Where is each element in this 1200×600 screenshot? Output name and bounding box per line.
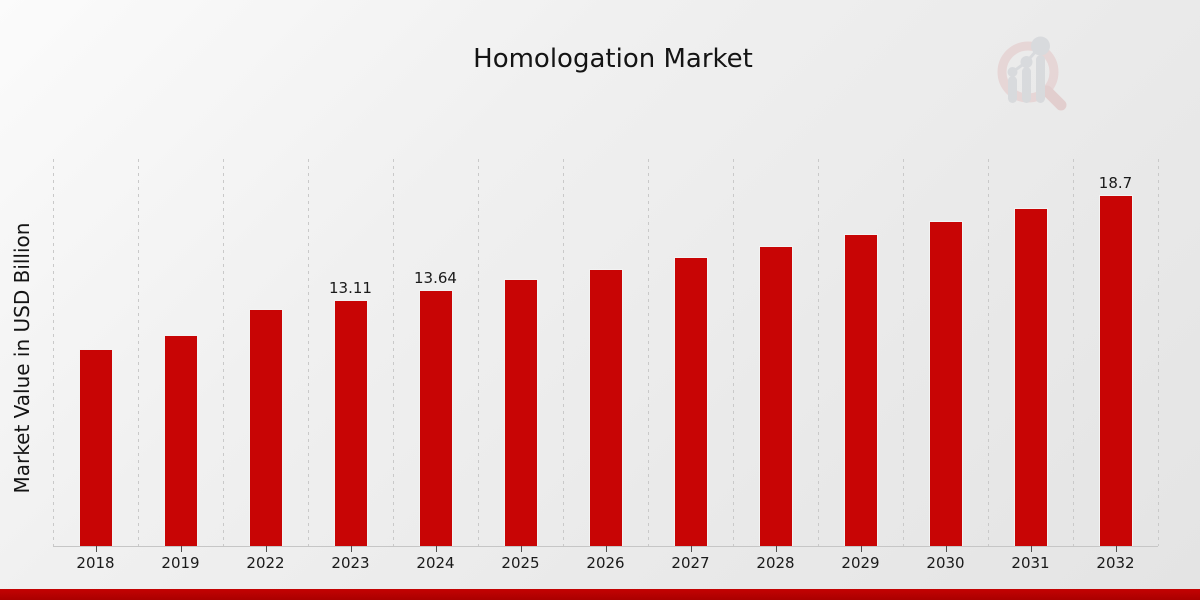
gridline (138, 159, 139, 546)
bar-2028 (758, 246, 793, 546)
x-tick-label-2018: 2018 (76, 554, 115, 572)
gridline (478, 159, 479, 546)
x-axis-tick (265, 546, 267, 552)
gridline (1158, 159, 1159, 546)
x-axis-tick (605, 546, 607, 552)
gridline (223, 159, 224, 546)
gridline (648, 159, 649, 546)
plot-area: 2018 2019 2022 13.11 2023 13.64 2024 2025 2026 20… (53, 159, 1159, 572)
x-axis-tick (520, 546, 522, 552)
x-axis-tick (95, 546, 97, 552)
bar-2019 (163, 335, 198, 546)
chart-title: Homologation Market (473, 44, 753, 74)
gridline (53, 159, 54, 546)
bar-2023 (333, 300, 368, 546)
bar-2024 (418, 290, 453, 546)
x-axis-tick (350, 546, 352, 552)
x-tick-label-2019: 2019 (161, 554, 200, 572)
x-tick-label-2026: 2026 (586, 554, 625, 572)
x-axis-tick (690, 546, 692, 552)
x-axis-tick (180, 546, 182, 552)
bar-2029 (843, 234, 878, 546)
bar-2026 (588, 269, 623, 546)
bar-2030 (928, 221, 963, 546)
x-tick-label-2023: 2023 (331, 554, 370, 572)
gridline (733, 159, 734, 546)
bar-value-label-2032: 18.7 (1098, 174, 1133, 192)
gridline (393, 159, 394, 546)
x-tick-label-2025: 2025 (501, 554, 540, 572)
x-tick-label-2031: 2031 (1011, 554, 1050, 572)
bar-2031 (1013, 208, 1048, 546)
x-tick-label-2028: 2028 (756, 554, 795, 572)
x-tick-label-2027: 2027 (671, 554, 710, 572)
x-axis-tick (860, 546, 862, 552)
footer-accent-bar (0, 589, 1200, 600)
x-tick-label-2029: 2029 (841, 554, 880, 572)
x-axis-tick (435, 546, 437, 552)
x-tick-label-2024: 2024 (416, 554, 455, 572)
bar-2032 (1098, 195, 1133, 546)
bar-2022 (248, 309, 283, 546)
x-tick-label-2022: 2022 (246, 554, 285, 572)
x-axis-tick (1030, 546, 1032, 552)
gridline (818, 159, 819, 546)
bar-value-label-2024: 13.64 (414, 269, 457, 287)
x-axis-tick (1115, 546, 1117, 552)
x-axis-tick (775, 546, 777, 552)
bar-2027 (673, 257, 708, 546)
x-tick-label-2030: 2030 (926, 554, 965, 572)
y-axis-label: Market Value in USD Billion (10, 222, 34, 494)
gridline (1073, 159, 1074, 546)
gridline (903, 159, 904, 546)
magnifier-bar-chart-logo-icon (997, 36, 1067, 111)
bar-value-label-2023: 13.11 (329, 279, 372, 297)
x-axis-tick (945, 546, 947, 552)
bar-2018 (78, 349, 113, 546)
gridline (563, 159, 564, 546)
gridline (988, 159, 989, 546)
bar-2025 (503, 279, 538, 546)
x-tick-label-2032: 2032 (1096, 554, 1135, 572)
gridline (308, 159, 309, 546)
